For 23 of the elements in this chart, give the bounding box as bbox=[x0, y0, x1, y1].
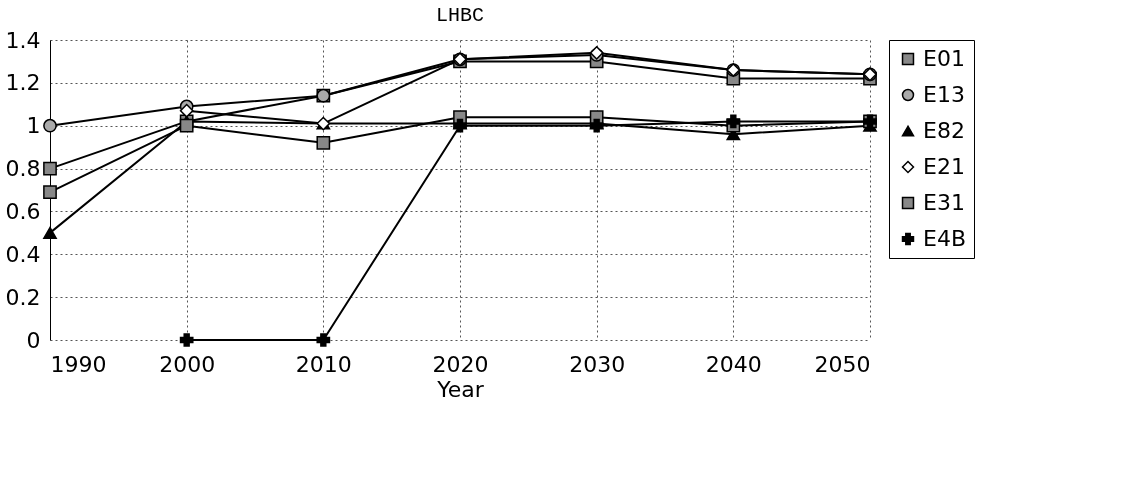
x-tick-label: 2000 bbox=[159, 351, 216, 377]
x-tick-label: 2050 bbox=[814, 351, 871, 377]
y-tick-label: 0.6 bbox=[5, 198, 41, 224]
legend-label: E21 bbox=[923, 154, 965, 179]
y-tick-label: 0.8 bbox=[5, 156, 41, 182]
y-tick-label: 0.2 bbox=[5, 284, 41, 310]
x-tick-label: 2030 bbox=[569, 351, 626, 377]
x-axis-title: Year bbox=[436, 376, 485, 402]
x-tick-label: 2040 bbox=[705, 351, 762, 377]
legend-label: E31 bbox=[923, 190, 965, 215]
chart-title: LHBC bbox=[435, 4, 485, 27]
legend-label: E82 bbox=[923, 118, 965, 143]
y-tick-label: 0 bbox=[26, 327, 41, 353]
x-tick-label: 2020 bbox=[432, 351, 489, 377]
y-tick-label: 1.2 bbox=[5, 70, 41, 96]
y-tick-label: 1 bbox=[26, 113, 41, 139]
x-tick-label: 2010 bbox=[295, 351, 352, 377]
legend-label: E4B bbox=[923, 226, 966, 251]
legend-label: E13 bbox=[923, 82, 965, 107]
x-tick-label: 1990 bbox=[50, 351, 107, 377]
y-tick-label: 1.4 bbox=[5, 27, 41, 53]
y-tick-label: 0.4 bbox=[5, 241, 41, 267]
legend-label: E01 bbox=[923, 46, 965, 71]
